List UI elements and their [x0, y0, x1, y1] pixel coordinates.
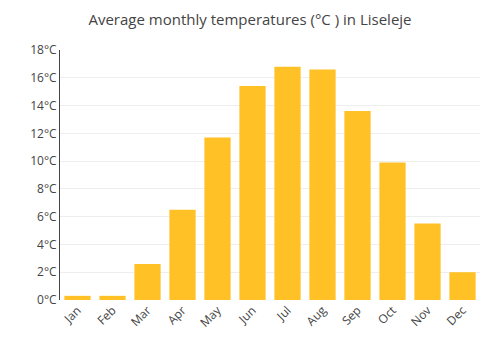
svg-text:Aug: Aug: [302, 302, 330, 330]
svg-text:14°C: 14°C: [30, 97, 57, 114]
svg-text:18°C: 18°C: [30, 41, 57, 58]
svg-text:Jul: Jul: [272, 302, 294, 324]
svg-text:4°C: 4°C: [37, 236, 57, 253]
svg-text:Apr: Apr: [164, 302, 190, 328]
svg-text:12°C: 12°C: [30, 125, 57, 142]
svg-text:2°C: 2°C: [37, 263, 57, 280]
svg-text:Jun: Jun: [234, 302, 259, 327]
svg-text:Sep: Sep: [338, 302, 365, 329]
svg-text:Mar: Mar: [127, 302, 155, 330]
svg-text:6°C: 6°C: [37, 208, 57, 225]
svg-text:Average monthly temperatures (: Average monthly temperatures (°C ) in Li…: [88, 9, 411, 29]
svg-text:Jan: Jan: [60, 302, 85, 327]
svg-text:Oct: Oct: [374, 302, 400, 328]
svg-text:Nov: Nov: [407, 302, 435, 330]
svg-text:May: May: [196, 301, 225, 330]
svg-text:0°C: 0°C: [37, 291, 57, 308]
svg-text:10°C: 10°C: [30, 152, 57, 169]
svg-text:Dec: Dec: [443, 302, 470, 329]
svg-text:Feb: Feb: [93, 302, 119, 328]
svg-text:16°C: 16°C: [30, 69, 57, 86]
svg-text:8°C: 8°C: [37, 180, 57, 197]
